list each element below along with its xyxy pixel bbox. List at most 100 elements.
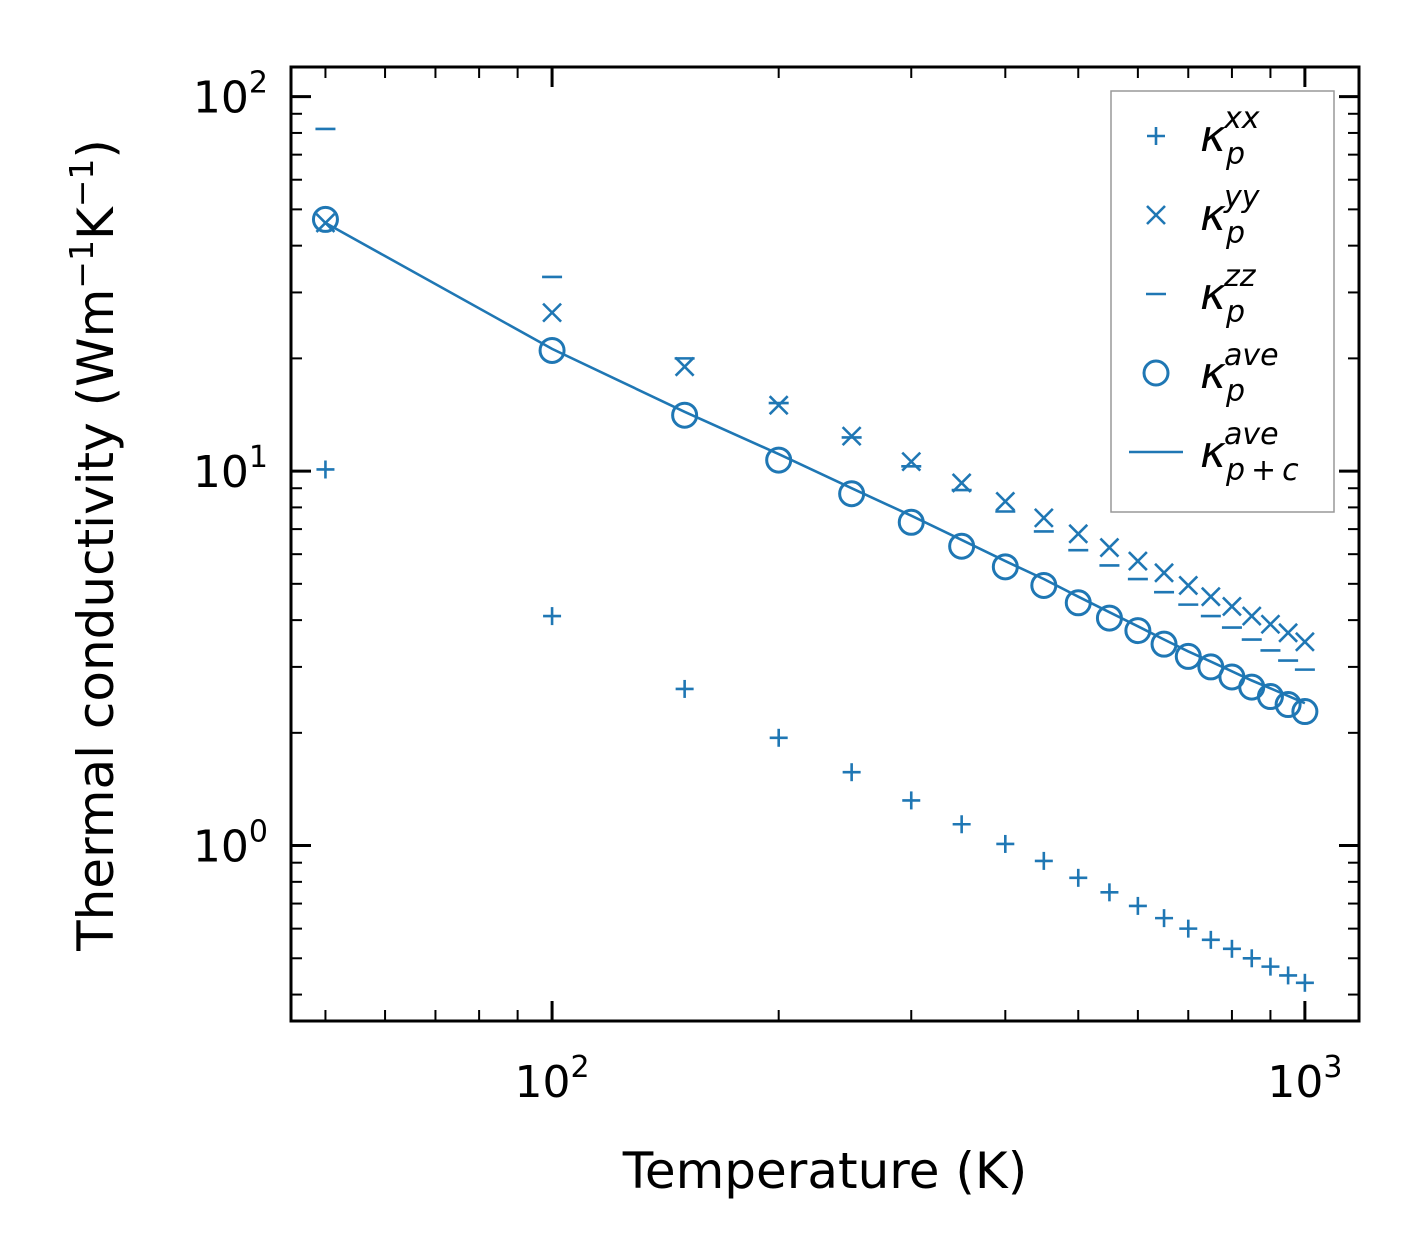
point-kappa_p_yy — [542, 302, 562, 323]
y-axis-title: Thermal conductivity (Wm−1K−1) — [62, 139, 125, 952]
series-line-kappa_pc_ave — [324, 221, 1306, 705]
point-kappa_p_yy-b — [1278, 622, 1299, 643]
point-kappa_p_ave — [538, 336, 566, 364]
y-tick-label: 100 — [193, 815, 268, 873]
y-axis-title-base: Thermal conductivity (Wm — [67, 289, 125, 952]
point-kappa_p_ave — [1256, 683, 1284, 711]
point-kappa_p_yy-b — [1200, 586, 1221, 607]
point-kappa_p_xx — [769, 728, 788, 747]
point-kappa_p_xx — [952, 815, 971, 834]
point-kappa_p_ave — [948, 532, 976, 560]
y-tick-label: 102 — [193, 66, 268, 124]
point-kappa_p_yy-b — [768, 395, 789, 416]
x-axis-title: Temperature (K) — [622, 1142, 1027, 1200]
point-kappa_p_ave — [671, 401, 699, 429]
y-axis-title-exp1: −1 — [62, 240, 101, 289]
point-kappa_p_xx — [1295, 973, 1314, 992]
plot-frame — [289, 65, 1361, 1023]
point-kappa_p_yy-b — [674, 356, 695, 377]
point-kappa_p_ave — [1064, 589, 1092, 617]
data-marks — [311, 127, 1319, 992]
point-kappa_p_yy — [1068, 523, 1089, 544]
axis-labels: 102 103 100 101 102 — [193, 66, 1343, 1108]
point-kappa_p_xx — [1128, 896, 1147, 915]
point-kappa_p_xx — [1279, 966, 1298, 985]
point-kappa_p_yy — [1200, 586, 1221, 607]
point-kappa_p_yy — [1294, 631, 1315, 652]
point-kappa_p_yy — [995, 491, 1016, 512]
point-kappa_p_xx — [1261, 957, 1280, 976]
point-kappa_p_xx — [675, 679, 694, 698]
point-kappa_p_xx — [1100, 883, 1119, 902]
point-kappa_p_yy-b — [1294, 631, 1315, 652]
y-axis-title-unit: K — [67, 206, 125, 240]
legend-item-kappa_p_yy: κpyy — [1146, 180, 1261, 251]
point-kappa_p_yy-b — [1099, 537, 1120, 558]
point-kappa_p_xx — [1069, 868, 1088, 887]
axis-ticks — [291, 67, 1359, 1021]
point-kappa_p_yy-b — [1033, 507, 1054, 528]
series-kappa_p_xx — [316, 460, 1314, 992]
point-kappa_p_yy — [1178, 575, 1199, 596]
y-axis-title-exp2: −1 — [62, 159, 101, 208]
point-kappa_p_yy-b — [995, 491, 1016, 512]
point-kappa_p_yy — [1154, 562, 1174, 583]
point-kappa_p_yy — [1127, 551, 1148, 572]
point-kappa_p_ave — [1124, 617, 1152, 645]
point-kappa_p_yy — [1278, 622, 1299, 643]
point-kappa_p_xx — [996, 834, 1015, 853]
point-kappa_p_yy-b — [1154, 562, 1174, 583]
point-kappa_p_xx — [316, 460, 335, 479]
x-tick-label: 102 — [515, 1050, 590, 1108]
point-kappa_p_xx — [1155, 909, 1174, 928]
point-kappa_p_yy-b — [841, 426, 862, 447]
x-tick-label: 103 — [1267, 1050, 1342, 1108]
point-kappa_p_yy-b — [542, 302, 562, 323]
point-kappa_p_ave — [1030, 571, 1058, 599]
point-kappa_p_ave — [1238, 673, 1266, 701]
legend-label: κpave — [1200, 338, 1279, 409]
point-kappa_p_yy-b — [1178, 575, 1199, 596]
point-kappa_p_xx — [1242, 949, 1261, 968]
point-kappa_p_yy — [841, 426, 862, 447]
point-kappa_p_yy — [1222, 596, 1242, 617]
series-kappa_p_yy — [315, 213, 1315, 652]
point-kappa_p_ave — [311, 205, 339, 233]
legend: κpxx κpyy κpzz κpave κp + cave — [1110, 90, 1335, 513]
point-kappa_p_xx — [1179, 919, 1198, 938]
point-kappa_p_yy-b — [1222, 596, 1242, 617]
point-kappa_p_ave — [1274, 691, 1302, 719]
point-kappa_p_ave — [1291, 698, 1319, 726]
point-kappa_p_xx — [842, 763, 861, 782]
point-kappa_p_ave — [1095, 604, 1123, 632]
point-kappa_p_yy-b — [1260, 614, 1281, 635]
point-kappa_p_xx — [543, 607, 562, 626]
point-kappa_p_xx — [1222, 939, 1241, 958]
y-axis-title-end: ) — [67, 139, 125, 159]
point-kappa_p_yy-b — [1068, 523, 1089, 544]
legend-label: κpyy — [1200, 180, 1261, 251]
point-kappa_p_yy — [674, 356, 695, 377]
point-kappa_p_yy — [768, 395, 789, 416]
legend-item-kappa_p_xx: κpxx — [1147, 101, 1260, 172]
legend-marker-icon — [1146, 205, 1166, 225]
point-kappa_p_yy-b — [1241, 606, 1262, 627]
point-kappa_p_xx — [902, 791, 921, 810]
legend-item-kappa_pc_ave: κp + cave — [1129, 417, 1299, 488]
point-kappa_p_xx — [1034, 851, 1053, 870]
legend-item-kappa_p_zz: κpzz — [1146, 259, 1257, 330]
legend-label: κpxx — [1200, 101, 1260, 172]
legend-label: κpzz — [1200, 259, 1257, 330]
legend-marker-icon-b — [1146, 205, 1166, 225]
y-tick-label: 101 — [193, 440, 268, 498]
point-kappa_p_yy — [1033, 507, 1054, 528]
legend-label: κp + cave — [1200, 417, 1299, 488]
series-kappa_pc_ave — [324, 221, 1306, 705]
series-kappa_p_zz — [315, 127, 1315, 671]
legend-marker-icon — [1147, 127, 1165, 145]
point-kappa_p_yy-b — [901, 451, 922, 472]
point-kappa_p_yy-b — [1127, 551, 1148, 572]
point-kappa_p_yy — [1241, 606, 1262, 627]
point-kappa_p_yy — [1260, 614, 1281, 635]
